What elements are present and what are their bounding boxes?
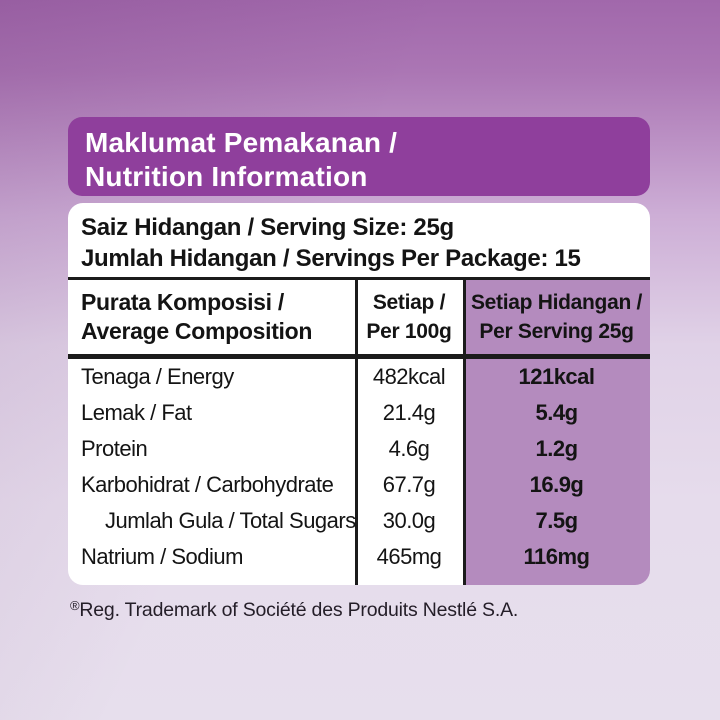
row-per-serving-value: 16.9g xyxy=(529,472,584,497)
composition-header-line1: Purata Komposisi / xyxy=(81,289,284,315)
per-serving-highlight-column xyxy=(463,280,650,585)
row-per-serving-value: 1.2g xyxy=(535,436,578,461)
column-divider-1 xyxy=(355,280,358,585)
per-serving-header-line2: Per Serving 25g xyxy=(479,320,634,343)
per-100g-header-line2: Per 100g xyxy=(366,320,452,343)
row-label: Tenaga / Energy xyxy=(81,364,234,389)
column-header-composition: Purata Komposisi / Average Composition xyxy=(68,280,355,354)
table-row-protein: Protein 4.6g 1.2g xyxy=(68,431,650,467)
nutrition-title-banner: Maklumat Pemakanan / Nutrition Informati… xyxy=(68,117,650,196)
title-line-english: Nutrition Information xyxy=(85,160,368,192)
table-row-total-sugars: Jumlah Gula / Total Sugars 30.0g 7.5g xyxy=(68,503,650,539)
row-per-100g-value: 67.7g xyxy=(382,472,436,497)
table-row-carbohydrate: Karbohidrat / Carbohydrate 67.7g 16.9g xyxy=(68,467,650,503)
row-per-100g-value: 4.6g xyxy=(388,436,430,461)
servings-per-package-line: Jumlah Hidangan / Servings Per Package: … xyxy=(81,245,581,272)
title-line-malay: Maklumat Pemakanan / xyxy=(85,126,398,158)
table-row-energy: Tenaga / Energy 482kcal 121kcal xyxy=(68,359,650,395)
row-per-100g-value: 465mg xyxy=(376,544,442,569)
row-per-serving-value: 5.4g xyxy=(535,400,578,425)
row-label: Lemak / Fat xyxy=(81,400,192,425)
trademark-text: Reg. Trademark of Société des Produits N… xyxy=(79,599,519,621)
row-per-100g-value: 21.4g xyxy=(382,400,436,425)
table-bottom-padding xyxy=(68,575,650,585)
nutrition-table-card: Saiz Hidangan / Serving Size: 25g Jumlah… xyxy=(68,203,650,585)
header-divider-rule xyxy=(68,354,650,359)
trademark-footnote: ®Reg. Trademark of Société des Produits … xyxy=(70,598,519,622)
serving-divider-rule xyxy=(68,277,650,280)
table-row-sodium: Natrium / Sodium 465mg 116mg xyxy=(68,539,650,575)
row-label: Protein xyxy=(81,436,148,461)
row-per-100g-value: 482kcal xyxy=(372,364,446,389)
row-per-100g-value: 30.0g xyxy=(382,508,436,533)
per-serving-header-line1: Setiap Hidangan / xyxy=(470,291,643,314)
serving-size-line: Saiz Hidangan / Serving Size: 25g xyxy=(81,214,454,241)
column-divider-2 xyxy=(463,280,466,585)
row-label: Jumlah Gula / Total Sugars xyxy=(105,508,356,533)
row-per-serving-value: 7.5g xyxy=(535,508,578,533)
row-per-serving-value: 116mg xyxy=(523,544,591,569)
row-per-serving-value: 121kcal xyxy=(518,364,595,389)
column-header-per-100g: Setiap / Per 100g xyxy=(355,280,463,354)
composition-header-line2: Average Composition xyxy=(81,318,313,344)
column-header-per-serving: Setiap Hidangan / Per Serving 25g xyxy=(463,280,650,354)
per-100g-header-line1: Setiap / xyxy=(372,291,446,314)
row-label: Natrium / Sodium xyxy=(81,544,243,569)
row-label: Karbohidrat / Carbohydrate xyxy=(81,472,334,497)
serving-info: Saiz Hidangan / Serving Size: 25g Jumlah… xyxy=(68,203,650,277)
table-header-row: Purata Komposisi / Average Composition S… xyxy=(68,280,650,354)
table-row-fat: Lemak / Fat 21.4g 5.4g xyxy=(68,395,650,431)
registered-trademark-symbol: ® xyxy=(70,598,80,613)
